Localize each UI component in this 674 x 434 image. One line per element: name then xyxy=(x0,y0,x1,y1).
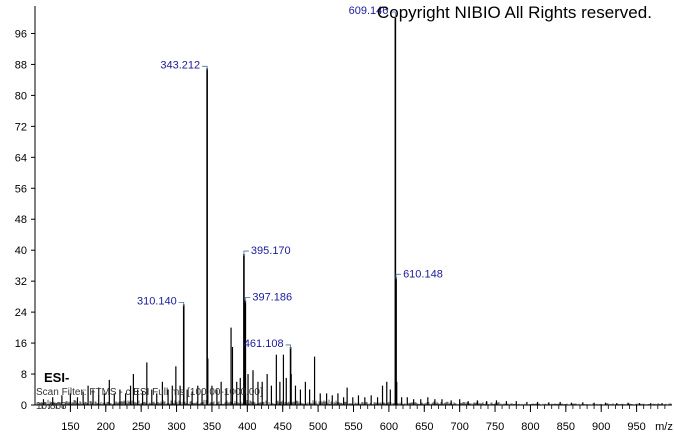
peak-label: 461.108 xyxy=(244,338,284,350)
y-tick-label: 56 xyxy=(15,183,27,195)
peak-label: 343.212 xyxy=(160,59,200,71)
x-tick-label: 200 xyxy=(97,421,115,433)
peak-label: 397.186 xyxy=(252,292,292,304)
baseline-noise xyxy=(36,399,672,405)
peak-label-marker xyxy=(395,273,402,280)
retention-time: 10.868 xyxy=(36,401,67,412)
x-tick-label: 350 xyxy=(203,421,221,433)
peak-labels: 609.146 343.212 395.170 610.148 397.186 310.1… xyxy=(137,5,443,350)
peak-label-marker xyxy=(390,11,396,16)
peak-label: 310.140 xyxy=(137,295,177,307)
x-tick-label: 250 xyxy=(132,421,150,433)
x-tick-label: 600 xyxy=(380,421,398,433)
x-tick-label: 400 xyxy=(238,421,256,433)
y-tick-label: 72 xyxy=(15,121,27,133)
y-tick-label: 32 xyxy=(15,276,27,288)
peak-label: 609.146 xyxy=(349,5,389,17)
x-tick-label: 850 xyxy=(557,421,575,433)
x-tick-label: 650 xyxy=(415,421,433,433)
peak-label-marker xyxy=(202,65,208,71)
x-tick-label: 750 xyxy=(486,421,504,433)
y-tick-label: 8 xyxy=(21,369,27,381)
peak-label-markers xyxy=(178,11,402,349)
x-tick-label: 550 xyxy=(344,421,362,433)
x-tick-label: 700 xyxy=(450,421,468,433)
y-tick-label: 40 xyxy=(15,245,27,257)
peak-label: 610.148 xyxy=(403,268,443,280)
x-tick-label: 300 xyxy=(167,421,185,433)
scan-filter-text: Scan Filter: FTMS - c ESI Full ms [100.0… xyxy=(36,387,263,398)
y-tick-label: 80 xyxy=(15,90,27,102)
peak-label: 395.170 xyxy=(251,245,291,257)
ion-mode-label: ESI- xyxy=(44,370,70,385)
x-tick-label: 450 xyxy=(274,421,292,433)
spectrum-peaks xyxy=(42,18,663,405)
y-axis: 0 8 16 24 32 40 48 56 64 72 80 88 96 xyxy=(15,6,36,412)
y-tick-label: 16 xyxy=(15,338,27,350)
x-tick-label: 150 xyxy=(61,421,79,433)
x-tick-label: 800 xyxy=(521,421,539,433)
x-axis-label: m/z xyxy=(655,421,673,433)
peak-label-marker xyxy=(178,301,185,307)
y-tick-label: 64 xyxy=(15,152,27,164)
x-tick-label: 500 xyxy=(309,421,327,433)
x-axis: 150 200 250 300 350 400 450 500 550 600 650 700 750 8… xyxy=(35,404,673,433)
x-tick-label: 900 xyxy=(592,421,610,433)
y-tick-label: 48 xyxy=(15,214,27,226)
x-tick-label: 950 xyxy=(627,421,645,433)
y-tick-label: 0 xyxy=(21,400,27,412)
y-tick-label: 88 xyxy=(15,59,27,71)
peak-label-marker xyxy=(285,344,291,349)
peak-label-marker xyxy=(243,250,249,257)
copyright-notice: Copyright NIBIO All Rights reserved. xyxy=(377,3,652,22)
peak-label-marker xyxy=(244,297,251,303)
baseline-noise-trace xyxy=(36,399,672,405)
y-tick-label: 24 xyxy=(15,307,27,319)
y-tick-label: 96 xyxy=(15,28,27,40)
